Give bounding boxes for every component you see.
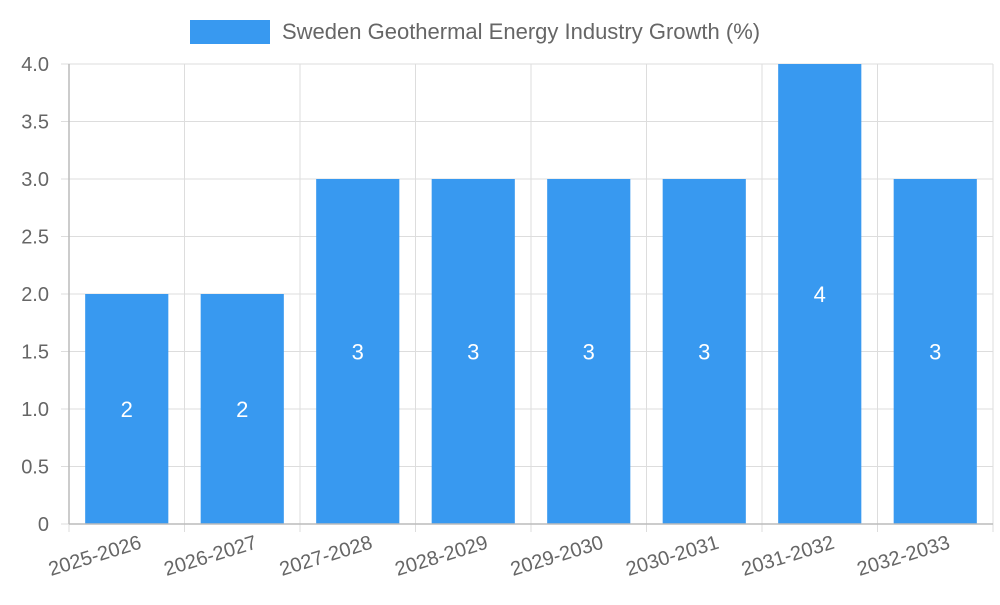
bar xyxy=(200,294,284,524)
y-tick-label: 0 xyxy=(38,514,49,536)
bar-value-label: 3 xyxy=(467,340,479,365)
y-tick-label: 2.5 xyxy=(21,227,49,249)
bar xyxy=(778,64,862,524)
y-tick-label: 3.0 xyxy=(21,169,49,191)
y-tick-label: 2.0 xyxy=(21,284,49,306)
bar xyxy=(547,179,631,524)
bar xyxy=(85,294,169,524)
bar-value-label: 3 xyxy=(698,340,710,365)
bar xyxy=(662,179,746,524)
y-tick-label: 0.5 xyxy=(21,457,49,479)
x-tick-label: 2025-2026 xyxy=(46,532,144,581)
bar-value-label: 3 xyxy=(583,340,595,365)
x-tick-label: 2028-2029 xyxy=(393,532,491,581)
x-tick-label: 2030-2031 xyxy=(624,532,722,581)
legend-label: Sweden Geothermal Energy Industry Growth… xyxy=(282,19,760,44)
bar xyxy=(893,179,977,524)
bar-value-label: 4 xyxy=(814,282,826,307)
bar xyxy=(431,179,515,524)
x-tick-label: 2031-2032 xyxy=(739,532,837,581)
x-tick-label: 2027-2028 xyxy=(277,532,375,581)
bar-value-label: 2 xyxy=(236,397,248,422)
x-tick-label: 2026-2027 xyxy=(162,532,260,581)
y-tick-label: 1.0 xyxy=(21,399,49,421)
bar xyxy=(316,179,400,524)
legend-swatch xyxy=(190,20,270,44)
legend: Sweden Geothermal Energy Industry Growth… xyxy=(190,19,760,44)
x-tick-label: 2032-2033 xyxy=(855,532,953,581)
y-tick-label: 3.5 xyxy=(21,112,49,134)
bar-value-label: 3 xyxy=(352,340,364,365)
bar-value-label: 3 xyxy=(929,340,941,365)
bars xyxy=(85,64,977,524)
data-labels: 2 2 3 3 3 3 4 3 xyxy=(121,282,942,422)
x-tick-label: 2029-2030 xyxy=(508,532,606,581)
y-tick-label: 1.5 xyxy=(21,342,49,364)
bar-value-label: 2 xyxy=(121,397,133,422)
y-tick-label: 4.0 xyxy=(21,54,49,76)
